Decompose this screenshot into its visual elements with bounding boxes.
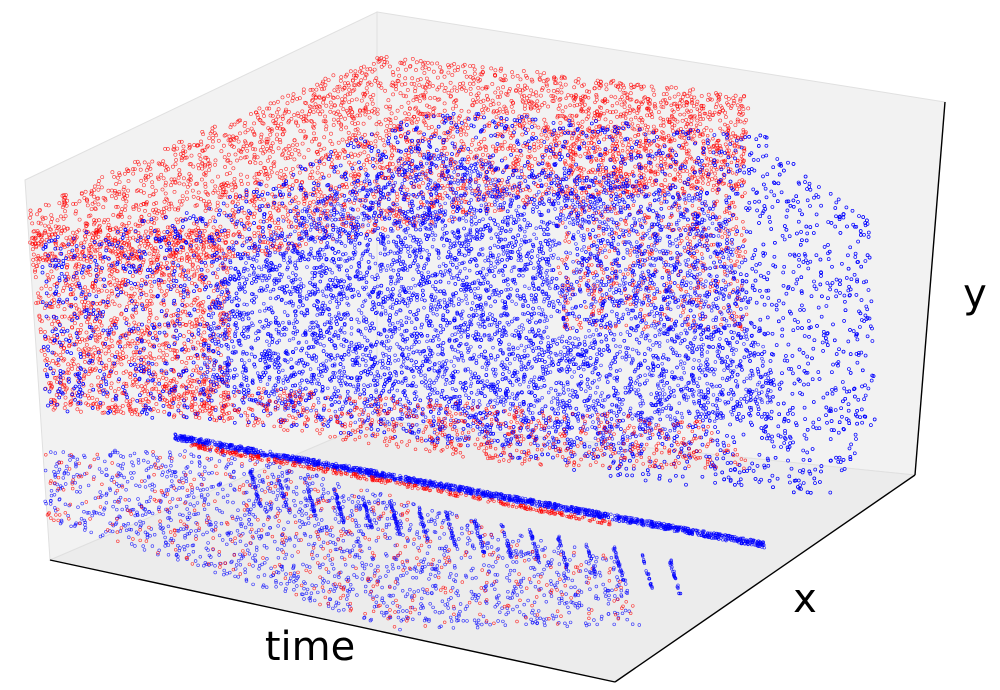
blue-floor-streaks [248, 469, 683, 596]
x-axis-line [614, 474, 916, 683]
red-mixed-points [162, 380, 747, 470]
back-pane [376, 11, 946, 476]
blue-band-points [173, 432, 766, 550]
y-axis-label: y [963, 271, 987, 317]
red-floor-points [44, 450, 635, 629]
point-cloud [28, 55, 877, 632]
red-upper-points [28, 55, 751, 262]
y-axis-line [914, 101, 946, 476]
time-axis-label: time [265, 624, 355, 670]
time-axis-line [49, 559, 616, 683]
x-axis-label: x [793, 576, 817, 622]
